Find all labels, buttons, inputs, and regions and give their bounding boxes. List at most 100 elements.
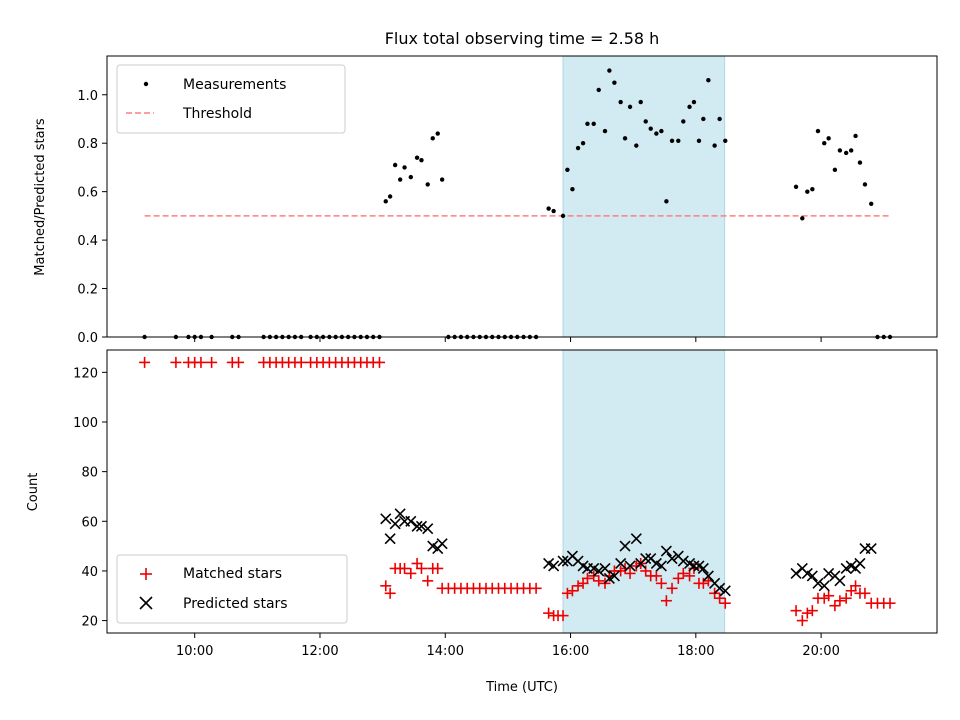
matched-stars-point <box>572 580 584 592</box>
matched-stars-point <box>530 582 542 594</box>
predicted-stars-point <box>624 560 636 572</box>
matched-stars-point <box>714 592 726 604</box>
top-highlight-span <box>562 55 726 338</box>
predicted-stars-point <box>436 538 448 550</box>
top-y-tick-label: 0.0 <box>77 331 98 346</box>
measurement-point <box>793 184 799 190</box>
predicted-stars-point <box>719 585 731 597</box>
legend-predicted-marker <box>139 596 153 610</box>
measurement-point <box>435 131 440 136</box>
top-x-axis-ticks <box>194 337 822 342</box>
bottom-y-tick-label: 80 <box>81 466 98 481</box>
matched-stars-point <box>666 582 678 594</box>
measurement-point <box>857 160 863 165</box>
predicted-stars-point <box>599 562 611 575</box>
matched-stars-point <box>806 605 818 617</box>
measurement-point <box>580 141 586 146</box>
predicted-stars-point <box>660 545 672 557</box>
measurement-point <box>392 162 398 168</box>
bottom-legend: Matched stars Predicted stars <box>116 554 348 624</box>
predicted-stars-point <box>405 515 417 527</box>
matched-stars-point <box>884 597 896 609</box>
predicted-stars-point <box>384 533 396 545</box>
bottom-legend-box <box>116 554 348 624</box>
measurement-point <box>848 148 854 153</box>
measurement-point <box>602 128 608 134</box>
predicted-stars-point <box>688 560 700 572</box>
matched-stars-point <box>295 356 307 368</box>
top-y-tick-label: 1.0 <box>77 89 98 104</box>
measurement-point <box>822 141 827 146</box>
matched-stars-point <box>373 356 385 368</box>
measurement-point <box>414 155 420 160</box>
matched-stars-point <box>834 595 846 607</box>
matched-stars-point <box>415 562 427 574</box>
measurement-point <box>575 145 581 151</box>
predicted-stars-point <box>666 552 678 565</box>
top-legend: Measurements Threshold <box>116 64 346 134</box>
matched-stars-point <box>543 607 555 619</box>
measurement-point <box>638 99 643 105</box>
top-y-tick-label: 0.8 <box>77 137 98 152</box>
matched-stars-point <box>672 572 684 584</box>
measurement-point <box>717 116 722 122</box>
matched-stars-point <box>823 590 835 602</box>
measurement-point <box>643 119 648 124</box>
matched-stars-point <box>801 607 813 619</box>
predicted-stars-point <box>790 567 802 579</box>
predicted-stars-point <box>640 552 652 565</box>
measurement-point <box>585 121 590 127</box>
predicted-stars-point <box>812 577 824 589</box>
measurement-point <box>596 87 601 93</box>
matched-stars-point <box>655 577 667 589</box>
measurement-point <box>546 206 551 211</box>
predicted-stars-point <box>608 570 620 582</box>
predicted-stars-point <box>411 520 423 532</box>
x-tick-label: 18:00 <box>677 644 714 659</box>
predicted-stars-point <box>593 565 605 577</box>
predicted-stars-point <box>714 582 726 594</box>
matched-stars-point <box>139 356 151 368</box>
matched-stars-point <box>405 567 417 579</box>
predicted-stars-point <box>854 557 866 570</box>
predicted-stars-point <box>557 555 569 567</box>
x-tick-label: 14:00 <box>427 644 464 659</box>
matched-stars-point <box>561 587 573 599</box>
predicted-stars-point <box>630 533 642 545</box>
x-tick-label: 20:00 <box>802 644 839 659</box>
measurement-point <box>591 121 596 127</box>
legend-matched-label: Matched stars <box>183 566 282 582</box>
measurement-point <box>627 104 633 110</box>
matched-stars-point <box>624 567 636 579</box>
top-panel: 0.0 0.2 0.4 0.6 0.8 1.0 Matched/Predicted sta… <box>33 55 938 346</box>
measurement-point <box>612 80 617 85</box>
predicted-stars-point <box>834 575 846 587</box>
matched-stars-point <box>829 600 841 612</box>
matched-stars-point <box>380 580 392 592</box>
measurement-point <box>570 187 575 192</box>
matched-stars-point <box>684 570 696 582</box>
bottom-y-tick-label: 20 <box>81 615 98 630</box>
x-tick-label: 10:00 <box>176 644 213 659</box>
predicted-stars-point <box>394 508 406 520</box>
measurement-point <box>691 99 697 105</box>
matched-stars-point <box>566 585 578 597</box>
matched-stars-point <box>170 356 182 368</box>
measurement-point <box>622 136 628 141</box>
matched-stars-point <box>593 575 605 587</box>
measurement-point <box>607 68 612 73</box>
measurement-point <box>425 182 430 187</box>
measurement-point <box>669 138 675 143</box>
bottom-y-axis-label: Count <box>26 473 41 512</box>
measurement-point <box>805 189 810 194</box>
matched-stars-point <box>233 356 245 368</box>
legend-measurements-label: Measurements <box>183 77 286 93</box>
measurement-point <box>826 136 831 141</box>
predicted-stars-point <box>615 557 627 570</box>
matched-stars-point <box>719 597 731 609</box>
predicted-stars-point <box>697 562 709 575</box>
measurement-point <box>862 182 868 187</box>
predicted-stars-point <box>655 560 667 572</box>
matched-stars-point <box>796 615 808 627</box>
